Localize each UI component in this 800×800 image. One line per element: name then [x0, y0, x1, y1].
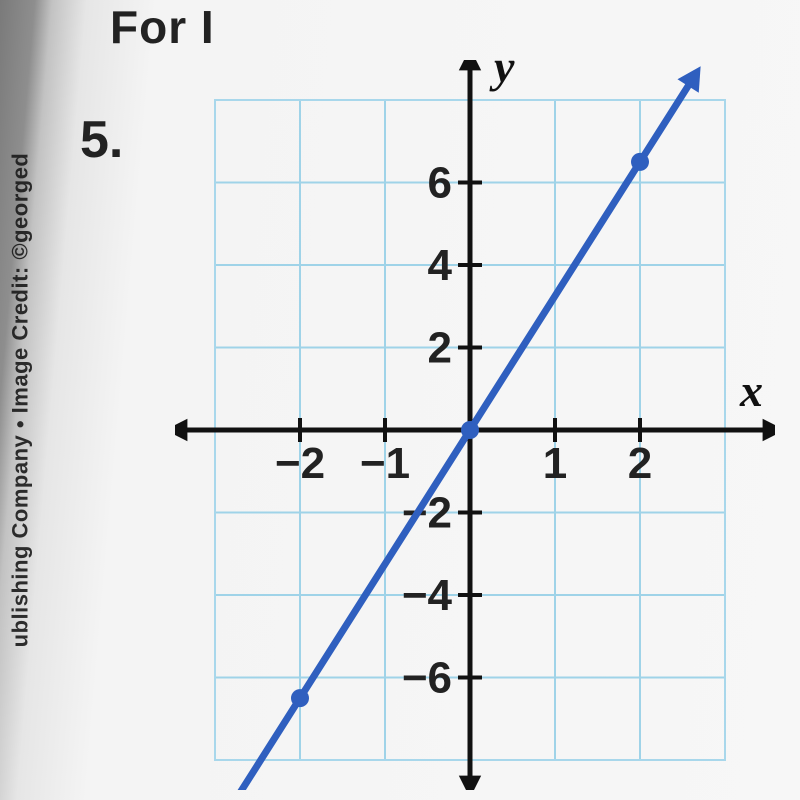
problem-number: 5.	[80, 110, 123, 170]
y-tick-label: 4	[428, 241, 453, 290]
data-point	[291, 689, 309, 707]
x-tick-label: 1	[543, 439, 567, 488]
spine-credit-text: ublishing Company • Image Credit: ©georg…	[7, 153, 33, 648]
x-tick-label: 2	[628, 439, 652, 488]
y-axis-label: y	[489, 60, 515, 92]
line-graph: 246−2−4−612−2−1yx	[175, 60, 775, 790]
y-tick-label: 6	[428, 159, 452, 208]
x-axis-label: x	[739, 365, 763, 416]
data-point	[461, 421, 479, 439]
x-tick-label: −1	[360, 439, 410, 488]
page-header: For I	[110, 0, 215, 54]
data-point	[631, 153, 649, 171]
y-tick-label: −4	[402, 571, 453, 620]
y-tick-label: 2	[428, 324, 452, 373]
y-tick-label: −6	[402, 654, 452, 703]
x-tick-label: −2	[275, 439, 325, 488]
spine-credit: ublishing Company • Image Credit: ©georg…	[0, 0, 40, 800]
page: ublishing Company • Image Credit: ©georg…	[0, 0, 800, 800]
